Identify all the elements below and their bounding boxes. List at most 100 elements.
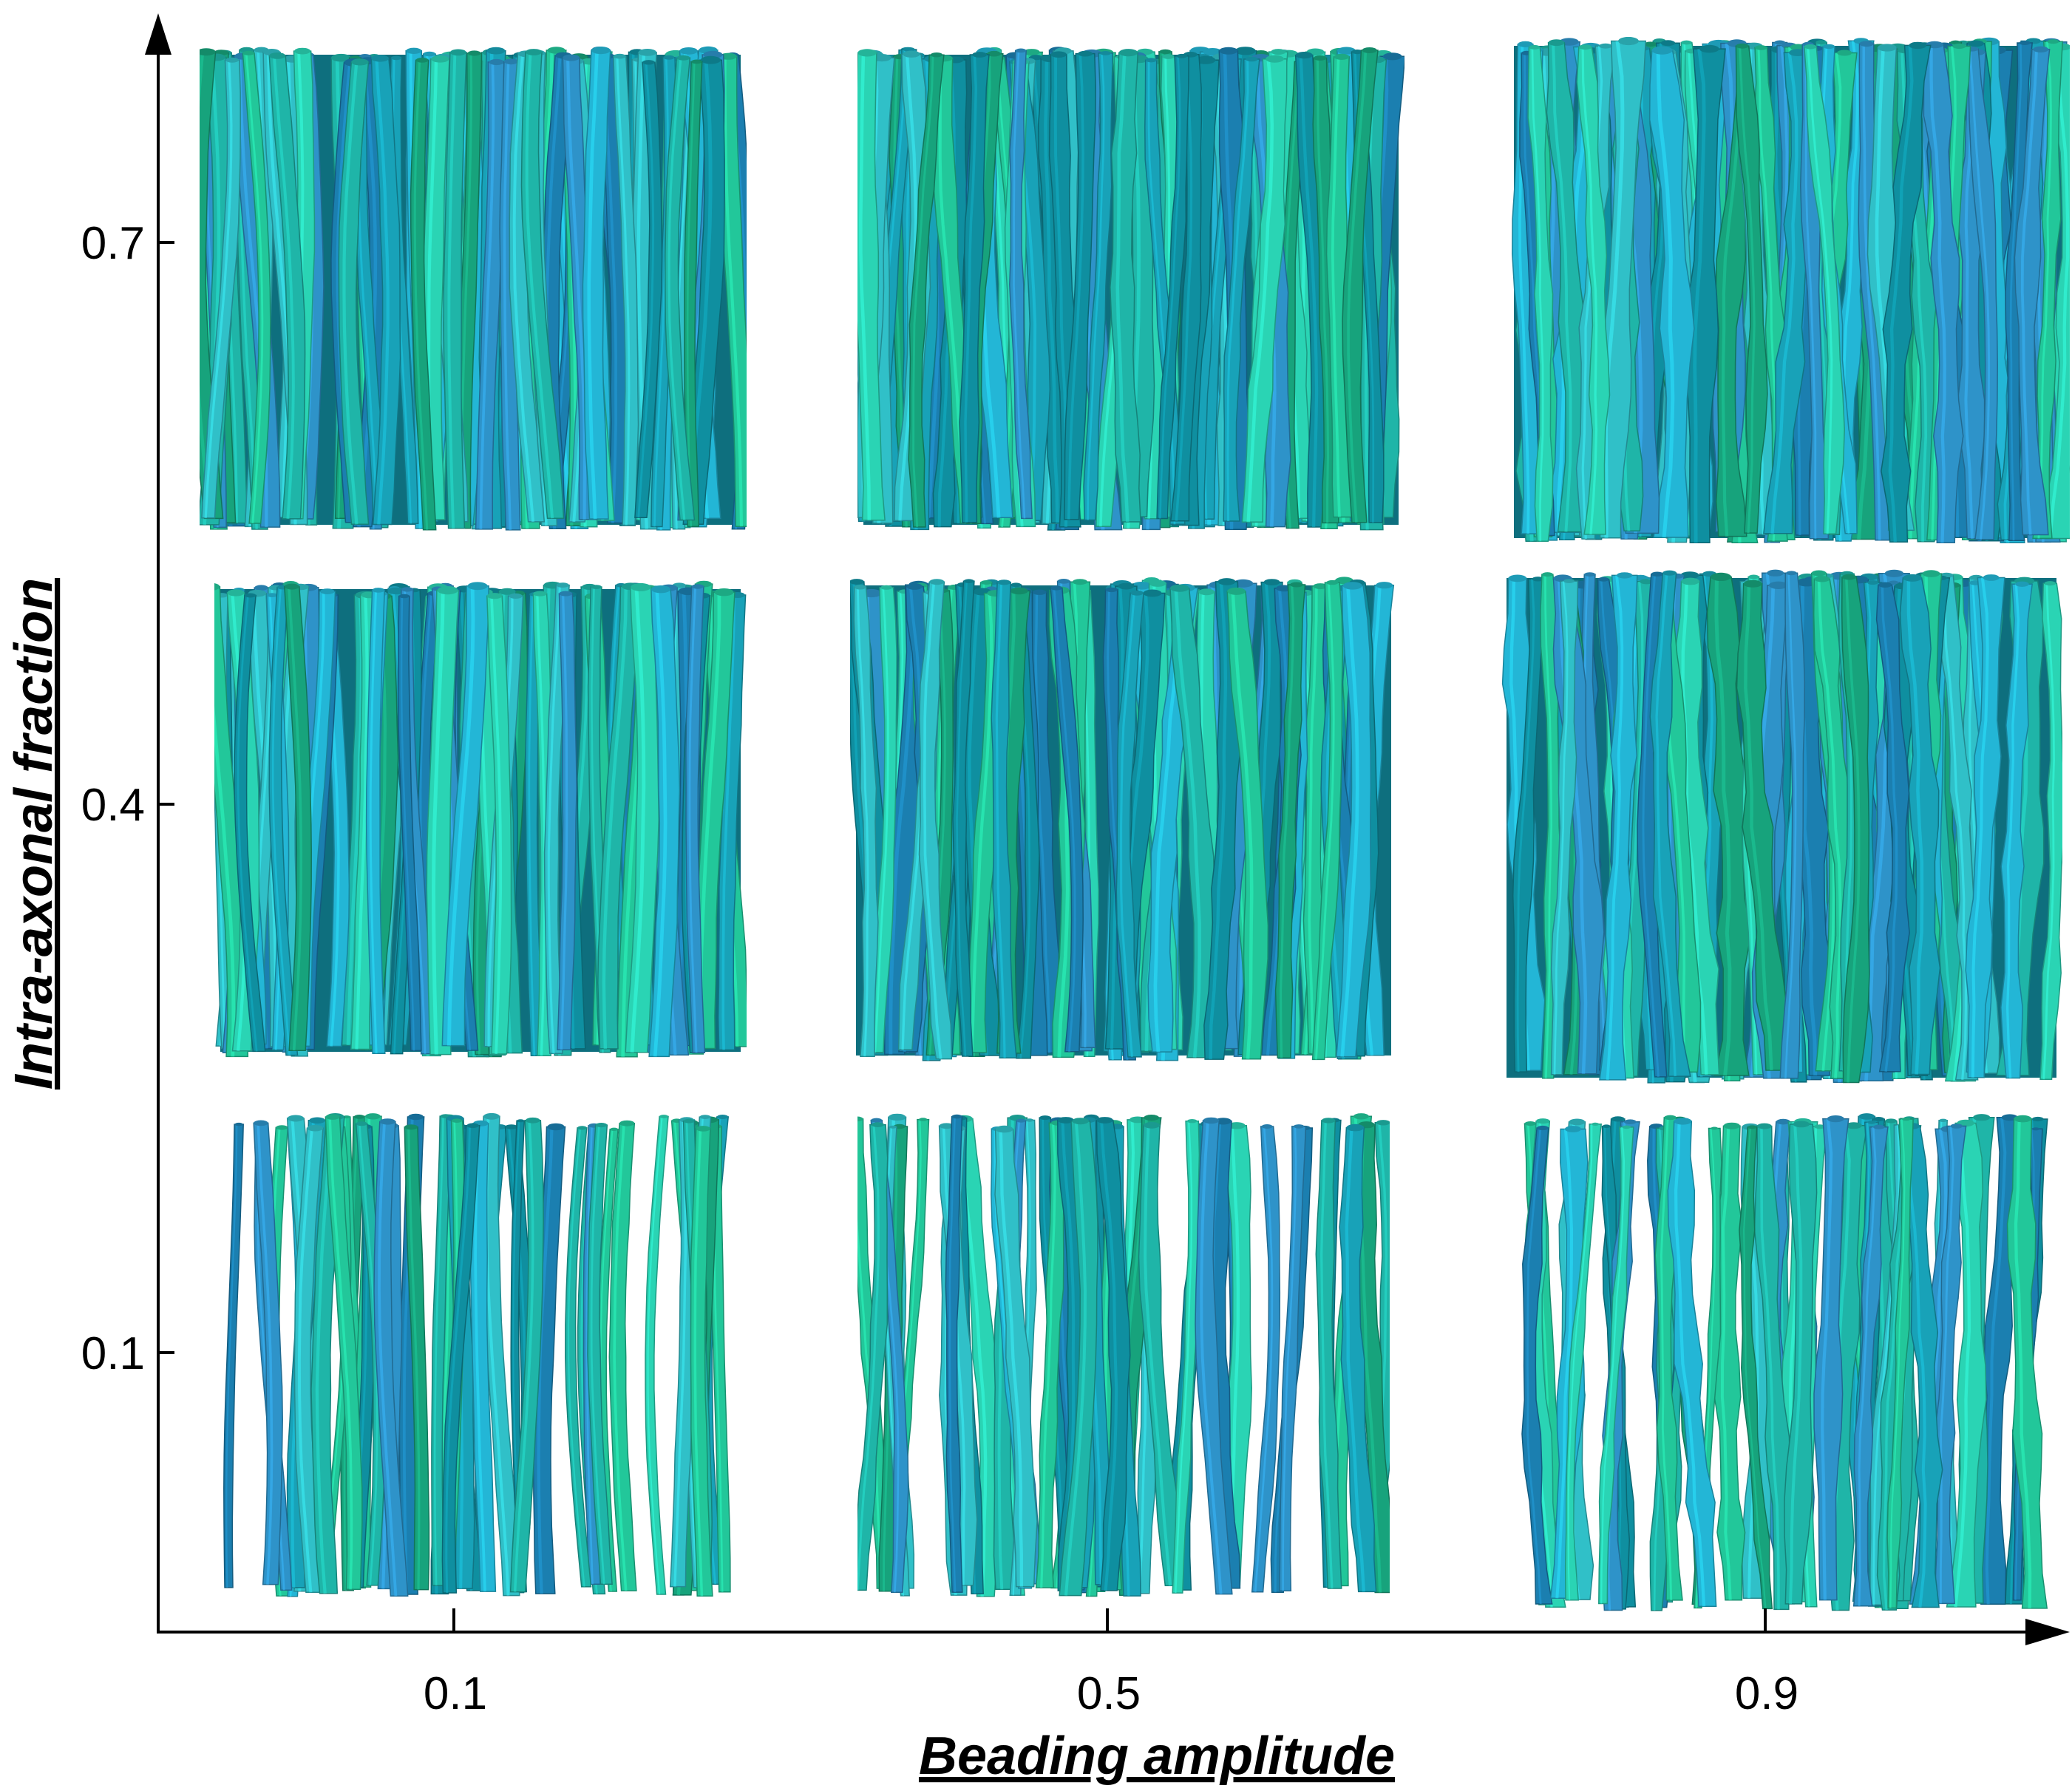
- axon-end-cap: [850, 579, 864, 585]
- axon-end-cap: [1337, 47, 1356, 55]
- axon-end-cap: [951, 1114, 962, 1119]
- axon-highlight: [1553, 580, 1569, 1075]
- axon-highlight: [375, 58, 390, 525]
- axon: [1598, 1126, 1634, 1605]
- axon-end-cap: [269, 52, 286, 59]
- axon-end-cap: [1105, 587, 1118, 593]
- axon-end-cap: [254, 1120, 268, 1126]
- axon-end-cap: [1569, 1118, 1586, 1126]
- axon-end-cap: [489, 58, 504, 66]
- axon-highlight: [1226, 58, 1249, 522]
- axon-highlight: [647, 1116, 663, 1595]
- axon-highlight: [948, 1116, 957, 1593]
- axon-highlight: [1821, 1118, 1833, 1600]
- axon-highlight: [214, 705, 236, 1057]
- axon: [634, 61, 663, 519]
- axon-end-cap: [227, 589, 245, 596]
- axon: [242, 52, 271, 524]
- axon-highlight: [237, 595, 258, 1052]
- axon-end-cap: [200, 48, 216, 56]
- axon-end-cap: [930, 52, 943, 58]
- axon: [1881, 44, 1932, 543]
- axon-end-cap: [431, 55, 449, 63]
- axon-end-cap: [1010, 587, 1028, 595]
- axon-highlight: [1881, 585, 1898, 1072]
- axon-end-cap: [379, 1118, 395, 1125]
- axon-end-cap: [1597, 577, 1609, 582]
- axon-highlight: [1969, 49, 1991, 540]
- axon: [1965, 48, 1998, 540]
- axon-highlight: [357, 61, 378, 527]
- axon: [1251, 1126, 1281, 1593]
- axon-end-cap: [408, 1113, 424, 1121]
- axon: [284, 585, 312, 1051]
- axon-end-cap: [309, 1117, 326, 1124]
- axon-highlight: [1656, 50, 1675, 538]
- axon-end-cap: [1618, 37, 1639, 46]
- axon: [1512, 578, 1549, 1073]
- axon-end-cap: [1326, 579, 1339, 585]
- axon-highlight: [503, 61, 512, 530]
- axon-end-cap: [1774, 40, 1786, 45]
- axon-end-cap: [1203, 1117, 1220, 1124]
- axon-end-cap: [509, 593, 523, 599]
- axon-end-cap: [1736, 43, 1749, 49]
- axon-highlight: [942, 1126, 966, 1585]
- axon: [1595, 40, 1646, 539]
- axon-end-cap: [372, 588, 385, 593]
- axon-end-cap: [1050, 51, 1067, 58]
- panel-fraction-0.7-beading-0.1: [200, 46, 747, 531]
- axon-end-cap: [254, 585, 268, 591]
- axon-highlight: [1087, 52, 1105, 520]
- axon: [693, 591, 736, 1050]
- axon-end-cap: [1159, 49, 1172, 55]
- axon-end-cap: [872, 1122, 884, 1127]
- axon-end-cap: [997, 579, 1011, 585]
- axon-end-cap: [505, 1124, 518, 1129]
- axon: [857, 52, 886, 521]
- axon-end-cap: [638, 49, 657, 56]
- axon-end-cap: [1295, 52, 1313, 59]
- axon-end-cap: [320, 588, 335, 594]
- axon-end-cap: [486, 593, 503, 599]
- axon-highlight: [1299, 55, 1319, 528]
- axon-highlight: [1660, 1117, 1673, 1600]
- axon: [1339, 1126, 1377, 1593]
- axon-highlight: [1053, 588, 1076, 1052]
- axon-end-cap: [691, 584, 704, 589]
- axon-end-cap: [591, 585, 602, 589]
- axon-highlight: [630, 587, 646, 1053]
- axon-end-cap: [1029, 55, 1043, 61]
- axon-highlight: [1581, 47, 1598, 535]
- axon-highlight: [1308, 586, 1318, 1054]
- axon-end-cap: [1878, 44, 1897, 52]
- axon-end-cap: [556, 582, 569, 588]
- axon-highlight: [995, 582, 1006, 1058]
- axon-end-cap: [498, 588, 516, 595]
- axon-end-cap: [1536, 1118, 1550, 1124]
- axon-end-cap: [1611, 1116, 1625, 1122]
- axon-end-cap: [963, 579, 974, 583]
- axon-end-cap: [995, 1125, 1013, 1133]
- axon-highlight: [369, 590, 378, 1054]
- axon-end-cap: [287, 1115, 305, 1122]
- axon-highlight: [245, 52, 264, 524]
- axon-end-cap: [1622, 1125, 1631, 1129]
- axon-highlight: [668, 58, 686, 520]
- axon: [945, 1115, 963, 1593]
- axon-end-cap: [406, 47, 422, 55]
- axon-highlight: [1817, 579, 1842, 1078]
- axon: [200, 51, 224, 520]
- axon-end-cap: [700, 55, 721, 64]
- axes: 0.7 0.4 0.1 0.1 0.5 0.9 Beading amplitud…: [4, 13, 2070, 1786]
- axon-highlight: [1552, 42, 1572, 532]
- axon: [373, 1121, 409, 1597]
- axon-end-cap: [1118, 49, 1138, 57]
- axon-end-cap: [1674, 1118, 1692, 1125]
- axon-end-cap: [1263, 579, 1280, 585]
- axon-highlight: [1282, 1126, 1297, 1591]
- axon-end-cap: [1602, 1124, 1611, 1128]
- axon-highlight: [889, 585, 915, 1055]
- axon-highlight: [912, 55, 934, 528]
